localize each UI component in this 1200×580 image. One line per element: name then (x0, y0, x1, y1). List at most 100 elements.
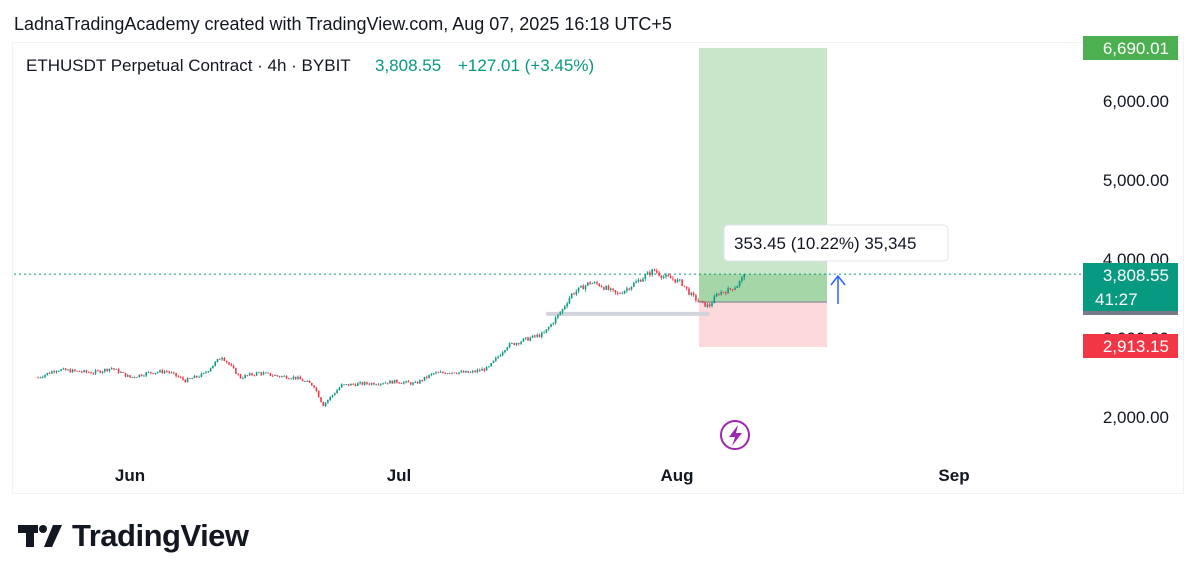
candle-body (409, 382, 412, 385)
candle (90, 371, 92, 374)
candle-body (524, 337, 527, 339)
candle-body (531, 335, 534, 338)
candle (294, 376, 297, 381)
candle (584, 284, 587, 292)
candle (124, 372, 127, 378)
candle-body (235, 368, 237, 374)
candle (520, 340, 522, 346)
candle-body (156, 372, 159, 373)
tradingview-brand[interactable]: TradingView (16, 518, 249, 554)
y-tick-label: 2,000.00 (1103, 408, 1169, 427)
candle (391, 380, 394, 384)
candle-body (182, 377, 184, 380)
candle (138, 374, 141, 378)
candle (559, 310, 561, 316)
candle (175, 372, 177, 378)
candle (184, 379, 187, 383)
candle-body (633, 283, 635, 287)
candle-body (554, 317, 557, 324)
candle-body (97, 370, 99, 372)
candle-body (311, 382, 313, 386)
candle-body (76, 370, 78, 372)
candle-body (635, 281, 637, 284)
candle-body (308, 381, 311, 383)
candle (94, 368, 97, 375)
candle-body (699, 301, 702, 302)
candle (600, 284, 603, 288)
candle-body (391, 380, 394, 384)
candle-body (285, 375, 288, 379)
candle-body (706, 304, 709, 307)
candle (136, 376, 138, 378)
candle-body (78, 370, 81, 372)
loss-zone[interactable] (699, 302, 827, 347)
candle (453, 372, 456, 374)
candle (529, 336, 532, 342)
candle (173, 371, 175, 375)
candle (405, 380, 407, 384)
candle (439, 370, 442, 373)
candle-body (117, 368, 120, 373)
candle (285, 375, 288, 380)
candle (76, 370, 78, 372)
candle-body (85, 370, 88, 373)
candle (271, 374, 274, 378)
candle (416, 380, 419, 384)
candle-body (265, 372, 267, 374)
candle-body (152, 373, 154, 374)
candle (161, 368, 164, 375)
candle (170, 371, 173, 374)
candle (460, 369, 463, 373)
candle (278, 375, 281, 378)
candle (343, 384, 345, 386)
candle-body (276, 375, 279, 377)
candle-body (294, 376, 297, 379)
candle (104, 368, 106, 373)
candle (39, 376, 42, 379)
candle-body (474, 370, 476, 372)
candle-body (129, 375, 131, 378)
profit-zone[interactable] (699, 48, 827, 303)
tooltip-box (723, 224, 949, 262)
candle-body (462, 371, 465, 373)
candle-body (41, 377, 44, 378)
candle-body (168, 371, 170, 373)
candle (582, 283, 584, 290)
candle (327, 399, 329, 404)
up-arrow-icon[interactable] (830, 274, 846, 304)
candle-body (301, 379, 304, 382)
candle (352, 383, 354, 386)
candle (377, 383, 380, 386)
candle (48, 371, 51, 374)
chart-title-group: ETHUSDT Perpetual Contract · 4h · BYBIT 3… (26, 56, 594, 75)
candle (87, 371, 90, 373)
candle-body (596, 282, 598, 284)
x-tick-label: Jul (387, 466, 412, 485)
candle (338, 386, 341, 391)
candle-body (545, 329, 548, 333)
candle-body (688, 288, 690, 295)
candle-body (193, 375, 196, 379)
candle (92, 372, 95, 375)
candle-body (658, 272, 660, 276)
candle-body (731, 289, 734, 291)
candle-body (720, 291, 722, 295)
candle (430, 372, 433, 377)
candle (55, 370, 58, 374)
candle-body (331, 395, 334, 397)
candle-body (108, 368, 111, 372)
candle-body (497, 356, 499, 358)
candle-body (237, 373, 239, 375)
candle (74, 368, 76, 373)
lightning-bolt-icon[interactable] (720, 420, 750, 450)
target-price-label-text: 6,690.01 (1103, 39, 1169, 58)
chart-canvas[interactable]: 353.45 (10.22%) 35,345 6,000.00 5,000.00 4… (0, 0, 1200, 510)
candle (253, 374, 256, 377)
candle-body (209, 368, 212, 372)
candle-body (173, 372, 175, 374)
candle (219, 358, 221, 360)
candle (501, 350, 504, 357)
candle-body (221, 357, 223, 360)
candle-body (101, 371, 104, 373)
candle (435, 371, 437, 375)
